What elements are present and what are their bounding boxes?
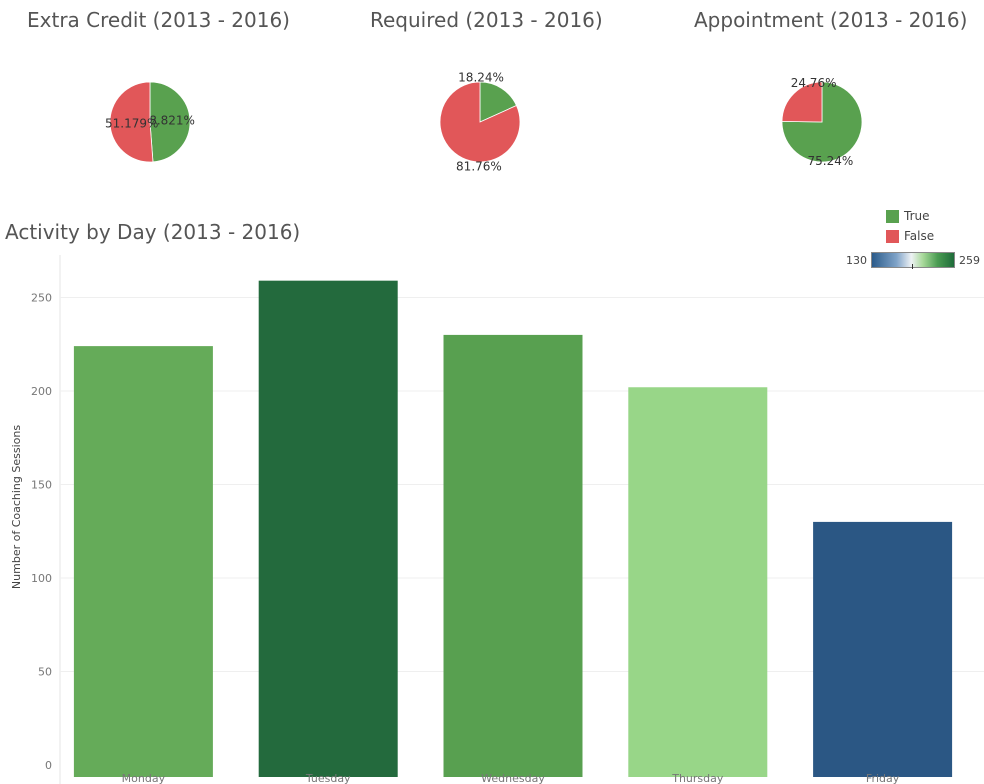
pie-label-true: 48.821%	[142, 113, 195, 127]
bar-thursday[interactable]	[628, 387, 768, 777]
y-axis-title: Number of Coaching Sessions	[10, 425, 23, 589]
legend-label-false: False	[904, 229, 935, 243]
legend-swatch-true	[886, 209, 899, 223]
pie-title-required: Required (2013 - 2016)	[370, 8, 603, 32]
x-tick-label: Tuesday	[305, 772, 351, 784]
pie-label-false: 81.76%	[456, 160, 502, 174]
pie-slice-true[interactable]	[479, 81, 517, 123]
pie-title-appointment: Appointment (2013 - 2016)	[694, 8, 968, 32]
legend-swatch-false	[886, 229, 899, 243]
x-tick-label: Friday	[866, 772, 900, 784]
legend: True False	[886, 206, 934, 246]
color-ramp-legend: 130 259	[846, 252, 980, 269]
bar-chart: 0 50 100 150 200 250 Number of Coaching Sessio…	[10, 255, 984, 784]
y-tick-label: 200	[31, 385, 52, 398]
legend-label-true: True	[904, 209, 930, 223]
pie-slice-false[interactable]	[109, 81, 154, 163]
bar-tuesday[interactable]	[258, 280, 398, 777]
x-tick-label: Thursday	[671, 772, 724, 784]
pie-chart-required: 18.24% 81.76%	[439, 70, 521, 174]
pie-label-true: 75.24%	[808, 154, 854, 168]
x-tick-label: Wednesday	[481, 772, 545, 784]
y-tick-label: 250	[31, 292, 52, 305]
pie-chart-appointment: 75.24% 24.76%	[781, 76, 863, 168]
y-tick-label: 100	[31, 572, 52, 585]
bar-chart-title: Activity by Day (2013 - 2016)	[5, 220, 301, 244]
color-ramp-max: 259	[959, 253, 980, 267]
bar-monday[interactable]	[73, 346, 213, 777]
pie-title-extra-credit: Extra Credit (2013 - 2016)	[27, 8, 290, 32]
pie-label-false: 51.179%	[105, 117, 158, 131]
legend-item-false[interactable]: False	[886, 226, 934, 246]
y-tick-label: 50	[38, 666, 52, 679]
y-tick-label: 150	[31, 479, 52, 492]
pie-label-true: 18.24%	[458, 70, 504, 84]
pie-slice-true[interactable]	[149, 81, 191, 163]
legend-item-true[interactable]: True	[886, 206, 934, 226]
bar-friday[interactable]	[813, 521, 953, 777]
color-ramp-bar	[871, 252, 955, 269]
y-tick-label: 0	[45, 759, 52, 772]
pie-slice-false[interactable]	[439, 81, 521, 163]
pie-chart-extra-credit: 48.821%51.179%	[105, 81, 195, 163]
pie-label-false: 24.76%	[791, 76, 837, 90]
x-tick-label: Monday	[122, 772, 166, 784]
color-ramp-min: 130	[846, 253, 867, 267]
pie-slice-false[interactable]	[781, 81, 823, 123]
bar-wednesday[interactable]	[443, 334, 583, 777]
